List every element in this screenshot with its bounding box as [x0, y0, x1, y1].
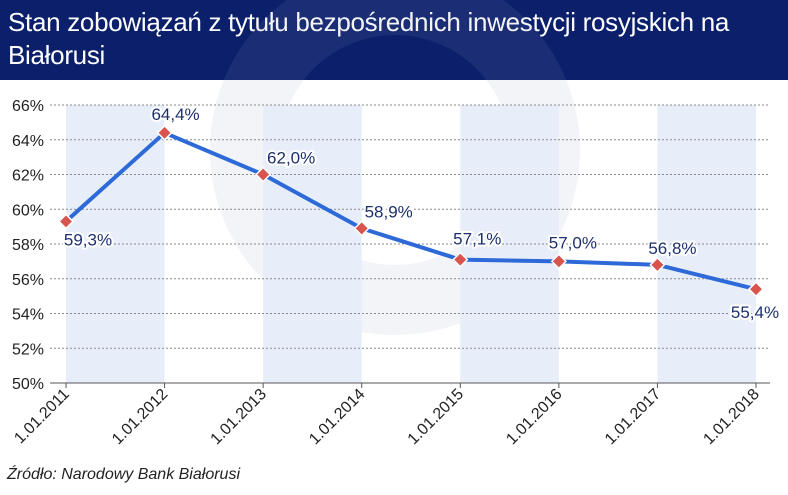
data-label: 62,0% — [267, 149, 315, 168]
x-tick-label: 1.01.2018 — [700, 386, 762, 448]
data-point-marker — [255, 166, 272, 183]
y-axis: 50% 52% 54% 56% 58% 60% 62% 64% 66% — [12, 98, 44, 393]
x-tick-label: 1.01.2017 — [602, 386, 664, 448]
x-axis: 1.01.2011 1.01.2012 1.01.2013 1.01.2014 1.01… — [11, 382, 770, 448]
data-point-marker — [353, 220, 370, 237]
source-note: Źródło: Narodowy Bank Białorusi — [7, 466, 240, 483]
y-tick-label: 52% — [12, 341, 44, 358]
x-tick-label: 1.01.2016 — [503, 386, 565, 448]
series-polyline — [64, 130, 758, 292]
data-label: 64,4% — [151, 105, 199, 124]
y-tick-label: 50% — [12, 376, 44, 393]
x-tick-label: 1.01.2014 — [306, 386, 368, 448]
chart-title: Stan zobowiązań z tytułu bezpośrednich i… — [8, 7, 730, 70]
data-point-marker — [649, 256, 666, 273]
data-labels: 59,3% 64,4% 62,0% 58,9% 57,1% 57,0% 56,8% 55,4% — [62, 103, 781, 324]
y-tick-label: 56% — [12, 272, 44, 289]
data-point-marker — [747, 281, 765, 298]
data-point-marker — [550, 253, 567, 270]
y-tick-label: 60% — [12, 202, 44, 219]
data-point-marker — [452, 251, 469, 268]
data-label: 59,3% — [64, 230, 112, 249]
data-label: 57,1% — [453, 230, 501, 249]
x-tick-label: 1.01.2012 — [109, 386, 171, 448]
x-tick-label: 1.01.2011 — [11, 386, 73, 448]
y-tick-label: 54% — [12, 307, 44, 324]
data-label: 55,4% — [731, 303, 779, 322]
data-point-marker — [156, 124, 173, 141]
data-markers — [57, 124, 765, 298]
x-tick-label: 1.01.2013 — [208, 386, 270, 448]
x-tick-label: 1.01.2015 — [405, 386, 467, 448]
data-label: 56,8% — [648, 239, 696, 258]
title-banner: Stan zobowiązań z tytułu bezpośrednich i… — [0, 0, 788, 80]
data-label: 57,0% — [549, 233, 597, 252]
data-label: 58,9% — [365, 202, 413, 221]
y-tick-label: 62% — [12, 168, 44, 185]
series-line — [64, 130, 758, 292]
y-tick-label: 58% — [12, 237, 44, 254]
y-tick-label: 66% — [12, 98, 44, 115]
data-point-marker — [57, 213, 75, 230]
y-tick-label: 64% — [12, 133, 44, 150]
